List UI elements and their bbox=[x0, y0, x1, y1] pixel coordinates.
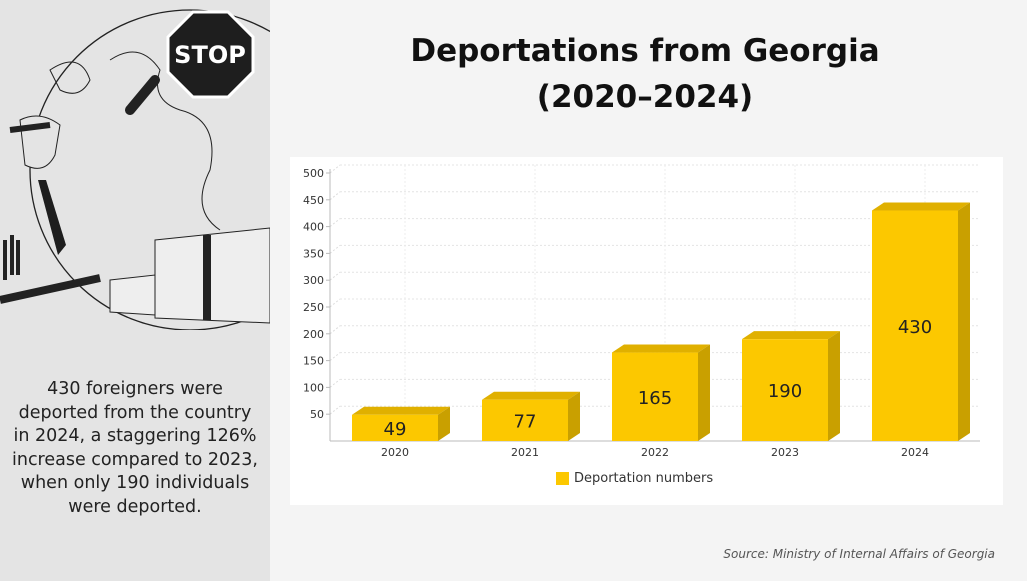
x-tick-label: 2023 bbox=[771, 446, 799, 459]
bar-side bbox=[438, 406, 450, 441]
x-tick-label: 2021 bbox=[511, 446, 539, 459]
bar-side bbox=[958, 202, 970, 441]
page-title: Deportations from Georgia (2020–2024) bbox=[290, 28, 1000, 120]
y-tick-label: 200 bbox=[303, 328, 324, 341]
legend-label: Deportation numbers bbox=[574, 471, 714, 486]
y-tick-label: 250 bbox=[303, 301, 324, 314]
y-tick-label: 300 bbox=[303, 274, 324, 287]
bar bbox=[742, 339, 828, 441]
bar-side bbox=[828, 331, 840, 441]
bar-chart: 50 100 150 200 250 300 350 400 450 500 49 2020 77 202… bbox=[303, 164, 980, 459]
gridline-diag bbox=[329, 379, 341, 388]
gridline-diag bbox=[329, 405, 341, 415]
gridline-diag bbox=[329, 271, 341, 281]
y-tick-label: 450 bbox=[303, 194, 324, 207]
source-note: Source: Ministry of Internal Affairs of … bbox=[723, 547, 995, 561]
y-tick-label: 500 bbox=[303, 167, 324, 180]
x-tick-label: 2022 bbox=[641, 446, 669, 459]
bar bbox=[612, 352, 698, 441]
chart-panel: 50 100 150 200 250 300 350 400 450 500 49 2020 77 202… bbox=[290, 157, 1003, 505]
gridline-diag bbox=[329, 245, 341, 254]
gridline-diag bbox=[329, 352, 341, 361]
x-tick-label: 2024 bbox=[901, 446, 929, 459]
chart-legend[interactable]: Deportation numbers bbox=[556, 471, 713, 486]
summary-text: 430 foreigners were deported from the co… bbox=[11, 379, 258, 517]
gridline-diag bbox=[329, 191, 341, 201]
bar-value-label: 165 bbox=[638, 388, 672, 409]
y-tick-label: 400 bbox=[303, 221, 324, 234]
bar-top bbox=[612, 344, 710, 353]
bar-value-label: 49 bbox=[384, 419, 407, 440]
bar-value-label: 430 bbox=[898, 317, 932, 338]
stop-sign-icon bbox=[166, 10, 255, 99]
bar-top bbox=[742, 331, 840, 340]
bar-value-label: 190 bbox=[768, 381, 802, 402]
y-tick-label: 50 bbox=[310, 408, 324, 421]
x-tick-label: 2020 bbox=[381, 446, 409, 459]
title-line-1: Deportations from Georgia bbox=[410, 33, 880, 69]
border-officer-illustration: STOP bbox=[0, 9, 270, 330]
bar bbox=[482, 399, 568, 441]
bar bbox=[352, 414, 438, 441]
svg-text:STOP: STOP bbox=[174, 41, 246, 69]
bar-value-label: 77 bbox=[514, 411, 537, 432]
left-panel: STOP 430 foreigners were deported from t… bbox=[0, 0, 270, 581]
bar-top bbox=[482, 391, 580, 400]
legend-swatch bbox=[556, 472, 569, 485]
gridline-diag bbox=[329, 218, 341, 227]
title-line-2: (2020–2024) bbox=[536, 79, 754, 115]
bar bbox=[872, 210, 958, 441]
y-tick-label: 150 bbox=[303, 355, 324, 368]
bar-top bbox=[872, 202, 970, 211]
gridline-diag bbox=[329, 325, 341, 335]
y-tick-label: 100 bbox=[303, 381, 324, 394]
gridline-diag bbox=[329, 164, 341, 174]
bar-side bbox=[698, 344, 710, 441]
y-tick-label: 350 bbox=[303, 247, 324, 260]
gridline-diag bbox=[329, 298, 341, 308]
bar-side bbox=[568, 391, 580, 441]
bar-top bbox=[352, 406, 450, 415]
